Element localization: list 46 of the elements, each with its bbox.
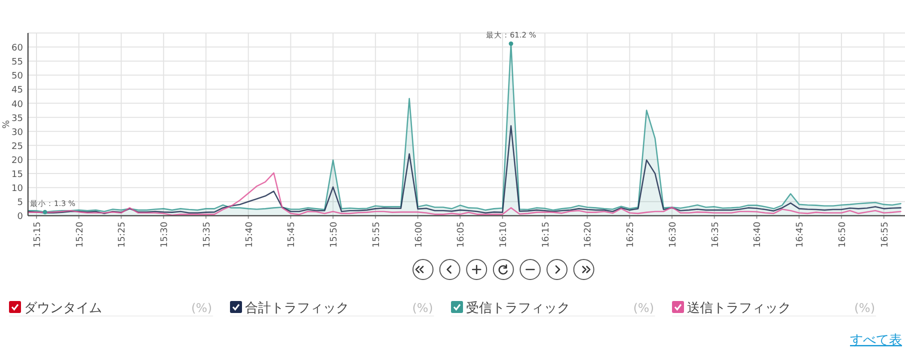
text: すべて表 [850, 333, 902, 348]
x-tick-label: 15:55 [372, 222, 382, 248]
y-tick-label: 30 [12, 128, 24, 138]
y-axis-title: % [2, 120, 12, 129]
legend-label: ダウンタイム [24, 301, 102, 316]
x-tick-label: 16:45 [796, 222, 806, 248]
y-tick-label: 25 [12, 142, 23, 152]
legend-label: 送信トラフィック [687, 301, 791, 316]
y-tick-label: 35 [12, 114, 23, 124]
text: (%) [412, 301, 433, 315]
x-tick-label: 16:15 [541, 222, 552, 248]
x-tick-label: 15:35 [202, 222, 212, 248]
x-tick-label: 16:50 [838, 221, 848, 248]
x-tick-label: 16:30 [668, 221, 678, 248]
y-tick-label: 10 [12, 184, 24, 194]
x-tick-label: 16:25 [626, 222, 636, 248]
x-tick-label: 15:45 [287, 222, 298, 248]
y-tick-label: 50 [12, 72, 24, 82]
x-tick-label: 15:25 [118, 222, 128, 248]
x-tick-label: 15:30 [160, 221, 170, 248]
y-tick-label: 20 [12, 156, 24, 166]
y-tick-label: 0 [17, 212, 24, 222]
line-series [27, 125, 902, 214]
x-tick-label: 16:55 [880, 222, 890, 248]
text: (%) [854, 301, 875, 315]
legend-label: 合計トラフィック [245, 301, 349, 316]
x-tick-label: 15:20 [75, 221, 86, 248]
y-tick-label: 5 [17, 198, 23, 208]
text: (%) [633, 301, 654, 315]
x-tick-label: 15:15 [32, 222, 43, 248]
legend-label: 受信トラフィック [466, 301, 570, 316]
x-tick-label: 15:50 [330, 221, 340, 248]
y-tick-label: 15 [12, 170, 23, 180]
line-series [27, 172, 902, 216]
x-tick-label: 15:40 [244, 221, 255, 248]
y-tick-label: 40 [12, 100, 24, 110]
y-tick-label: 45 [12, 86, 23, 96]
x-tick-label: 16:35 [710, 222, 721, 248]
x-tick-label: 16:05 [456, 222, 467, 248]
y-tick-label: 55 [12, 58, 23, 68]
x-tick-label: 16:40 [753, 221, 764, 248]
y-tick-label: 60 [12, 44, 24, 54]
x-tick-label: 16:00 [414, 221, 424, 248]
text: (%) [191, 301, 212, 315]
x-tick-label: 16:20 [584, 221, 594, 248]
x-tick-label: 16:10 [499, 221, 510, 248]
